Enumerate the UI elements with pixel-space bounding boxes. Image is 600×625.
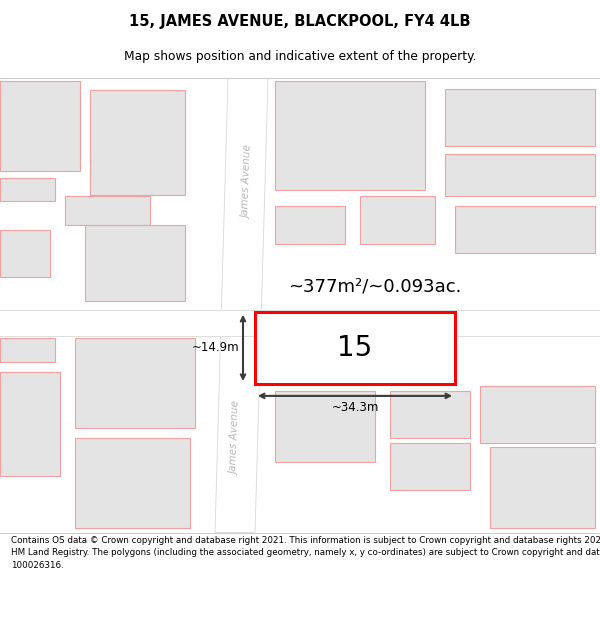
- Text: 15: 15: [337, 334, 373, 362]
- Bar: [390, 391, 470, 438]
- Bar: [455, 206, 595, 253]
- Text: ~34.3m: ~34.3m: [331, 401, 379, 414]
- Bar: [445, 89, 595, 146]
- Bar: [255, 312, 455, 384]
- Bar: [360, 196, 435, 244]
- Bar: [0, 177, 55, 201]
- Text: ~377m²/~0.093ac.: ~377m²/~0.093ac.: [289, 278, 461, 296]
- Text: Map shows position and indicative extent of the property.: Map shows position and indicative extent…: [124, 50, 476, 62]
- Bar: [490, 448, 595, 528]
- Bar: [445, 154, 595, 196]
- Bar: [255, 312, 455, 384]
- Bar: [0, 339, 55, 362]
- Bar: [75, 339, 195, 428]
- Polygon shape: [215, 78, 268, 532]
- Bar: [90, 91, 185, 194]
- Text: Contains OS data © Crown copyright and database right 2021. This information is : Contains OS data © Crown copyright and d…: [11, 536, 600, 569]
- Bar: [0, 372, 60, 476]
- Bar: [0, 81, 80, 171]
- Bar: [65, 196, 150, 225]
- Bar: [75, 438, 190, 528]
- Bar: [480, 386, 595, 442]
- Text: James Avenue: James Avenue: [230, 401, 242, 475]
- Bar: [0, 229, 50, 277]
- Bar: [275, 206, 345, 244]
- Text: James Avenue: James Avenue: [242, 145, 254, 219]
- Text: 15, JAMES AVENUE, BLACKPOOL, FY4 4LB: 15, JAMES AVENUE, BLACKPOOL, FY4 4LB: [129, 14, 471, 29]
- Bar: [275, 391, 375, 461]
- Bar: [275, 81, 425, 190]
- Bar: [85, 225, 185, 301]
- Text: ~14.9m: ~14.9m: [191, 341, 239, 354]
- Bar: [390, 442, 470, 490]
- Bar: [0, 310, 600, 336]
